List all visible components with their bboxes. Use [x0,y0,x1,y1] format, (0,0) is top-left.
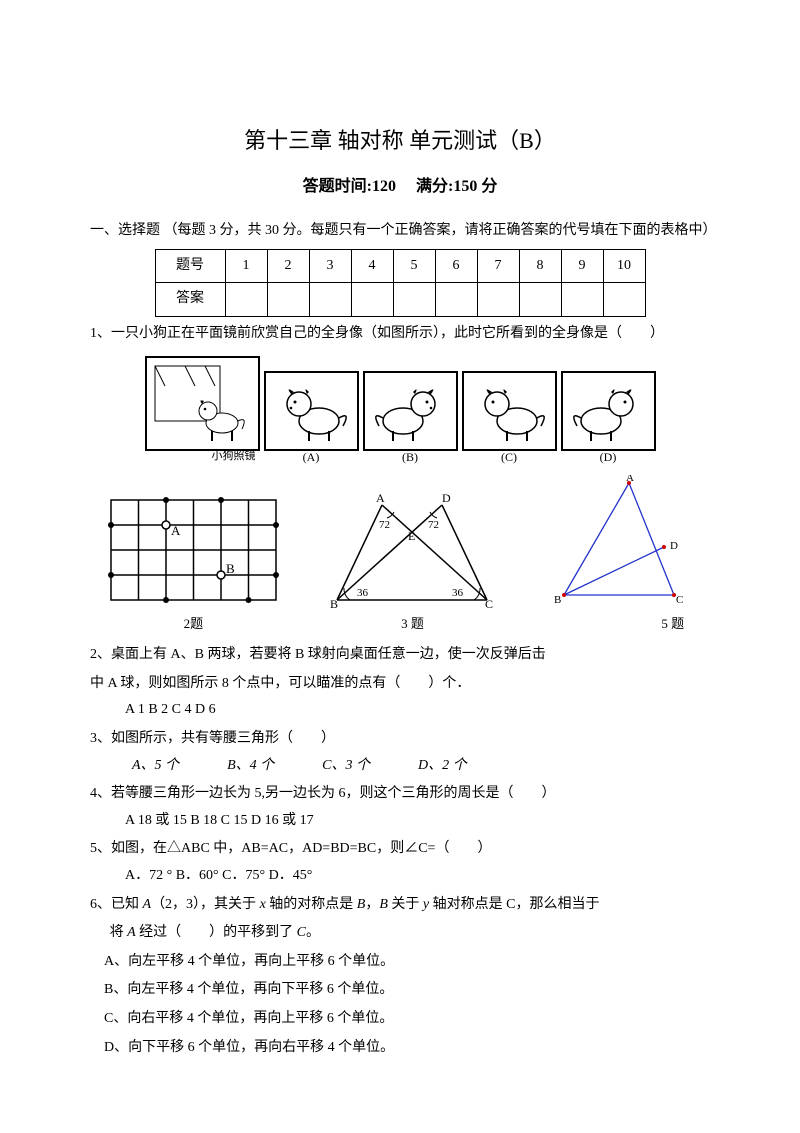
billiard-grid-icon: A B [106,495,281,610]
col-8: 8 [519,249,561,283]
ans-cell[interactable] [477,283,519,317]
ans-cell[interactable] [561,283,603,317]
ans-cell[interactable] [267,283,309,317]
q5-text: 5、如图，在△ABC 中，AB=AC，AD=BD=BC，则∠C=（ ） [90,836,710,863]
dog-left2-icon [467,376,552,446]
svg-text:A: A [626,475,634,484]
choice-label-d: (D) [600,446,617,469]
q6-line1: 6、已知 A（2，3），其关于 x 轴的对称点是 B，B 关于 y 轴对称点是 … [90,892,710,919]
table-row: 题号 1 2 3 4 5 6 7 8 9 10 [155,249,645,283]
q1-stem-figure: 小狗照镜 [145,356,260,451]
svg-text:36: 36 [357,587,369,599]
table-header-qnum: 题号 [155,249,225,283]
q3-d: D、2 个 [418,753,467,780]
time-limit: 答题时间:120 [303,178,396,195]
q2-caption: 2题 [106,612,281,637]
col-1: 1 [225,249,267,283]
dog-left-icon [269,376,354,446]
choice-label-c: (C) [501,446,517,469]
section1-header: 一、选择题 （每题 3 分，共 30 分。每题只有一个正确答案，请将正确答案的代… [90,218,710,245]
svg-text:B: B [226,561,235,576]
triangle-abd-icon: B C A D [544,475,694,610]
q4-choices: A 18 或 15 B 18 C 15 D 16 或 17 [90,808,710,835]
q4-text: 4、若等腰三角形一边长为 5,另一边长为 6，则这个三角形的周长是（ ） [90,781,710,808]
full-score: 满分:150 分 [416,178,497,195]
q3-c: C、3 个 [322,753,370,780]
q6-choice-a: A、向左平移 4 个单位，再向上平移 6 个单位。 [90,949,710,976]
q2-figure: A B 2题 [106,495,281,637]
ans-cell[interactable] [519,283,561,317]
q3-b: B、4 个 [227,753,274,780]
q6-line2: 将 A 经过（ ）的平移到了 C。 [90,920,710,947]
svg-text:36: 36 [452,587,464,599]
dog-mirror-icon [150,361,255,446]
col-3: 3 [309,249,351,283]
q1-choice-b-figure: (B) [363,371,458,451]
svg-text:A: A [376,491,385,505]
page-subtitle: 答题时间:120 满分:150 分 [90,172,710,202]
q1-stem-caption: 小狗照镜 [212,446,256,467]
ans-cell[interactable] [309,283,351,317]
page-title: 第十三章 轴对称 单元测试（B） [90,120,710,162]
q5-caption: 5 题 [544,612,694,637]
q6-choice-d: D、向下平移 6 个单位，再向右平移 4 个单位。 [90,1035,710,1062]
q2-q3-q5-figures: A B 2题 A D B C E 72 [90,475,710,637]
col-9: 9 [561,249,603,283]
svg-text:B: B [330,597,338,610]
q2-text-l2: 中 A 球，则如图所示 8 个点中，可以瞄准的点有（ ）个． [90,671,710,698]
isoceles-triangles-icon: A D B C E 72 72 36 36 [322,490,502,610]
svg-text:A: A [171,523,181,538]
q1-choice-d-figure: (D) [561,371,656,451]
q3-a: A、5 个 [132,753,179,780]
ans-cell[interactable] [225,283,267,317]
table-header-ans: 答案 [155,283,225,317]
q6-choice-c: C、向右平移 4 个单位，再向上平移 6 个单位。 [90,1006,710,1033]
ans-cell[interactable] [393,283,435,317]
svg-text:C: C [676,594,683,606]
page: 第十三章 轴对称 单元测试（B） 答题时间:120 满分:150 分 一、选择题… [0,0,800,1101]
q2-text-l1: 2、桌面上有 A、B 两球，若要将 B 球射向桌面任意一边，使一次反弹后击 [90,642,710,669]
ans-cell[interactable] [435,283,477,317]
q3-choices: A、5 个 B、4 个 C、3 个 D、2 个 [90,753,710,780]
q1-choice-a-figure: (A) [264,371,359,451]
q3-figure: A D B C E 72 72 36 36 3 题 [322,490,502,637]
ans-cell[interactable] [351,283,393,317]
q1-choice-c-figure: (C) [462,371,557,451]
svg-text:72: 72 [379,519,390,531]
q1-text: 1、一只小狗正在平面镜前欣赏自己的全身像（如图所示），此时它所看到的全身像是（ … [90,321,710,348]
svg-text:B: B [554,594,561,606]
q1-figures-row: 小狗照镜 (A) [90,356,710,451]
dog-right2-icon [566,376,651,446]
q6-choice-b: B、向左平移 4 个单位，再向下平移 6 个单位。 [90,977,710,1004]
col-10: 10 [603,249,645,283]
col-4: 4 [351,249,393,283]
q5-choices: A．72 ° B．60° C．75° D．45° [90,863,710,890]
svg-text:D: D [670,540,678,552]
col-6: 6 [435,249,477,283]
choice-label-a: (A) [303,446,320,469]
svg-text:D: D [442,491,451,505]
q3-text: 3、如图所示，共有等腰三角形（ ） [90,726,710,753]
table-row: 答案 [155,283,645,317]
choice-label-b: (B) [402,446,418,469]
answer-table: 题号 1 2 3 4 5 6 7 8 9 10 答案 [155,249,646,317]
q5-figure: B C A D 5 题 [544,475,694,637]
svg-text:C: C [485,597,493,610]
svg-text:E: E [408,529,415,543]
dog-right-icon [368,376,453,446]
q3-caption: 3 题 [322,612,502,637]
svg-text:72: 72 [428,519,439,531]
col-5: 5 [393,249,435,283]
col-2: 2 [267,249,309,283]
ans-cell[interactable] [603,283,645,317]
q2-choices: A 1 B 2 C 4 D 6 [90,697,710,724]
col-7: 7 [477,249,519,283]
